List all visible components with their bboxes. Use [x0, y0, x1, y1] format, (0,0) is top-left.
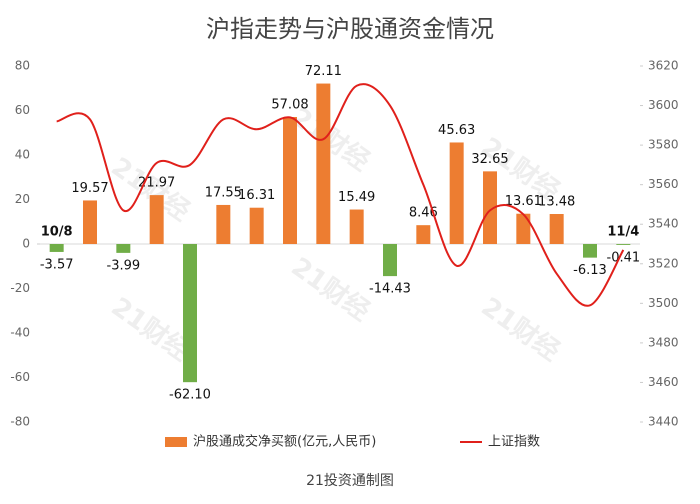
legend-swatch [165, 437, 187, 447]
bar [383, 244, 397, 277]
y-tick-label: -80 [10, 415, 30, 429]
y2-tick-label: 3480 [648, 335, 679, 349]
y2-tick-label: 3620 [648, 59, 679, 73]
y-tick-label: 40 [15, 148, 30, 162]
value-label: -62.10 [169, 388, 211, 403]
bar [616, 244, 631, 245]
value-label: 32.65 [471, 152, 508, 167]
legend-label: 沪股通成交净买额(亿元,人民币) [193, 434, 376, 450]
y-tick-label: 80 [15, 59, 30, 73]
bar [216, 204, 231, 244]
watermark: 21财经 [106, 291, 196, 367]
chart-title: 沪指走势与沪股通资金情况 [206, 15, 494, 43]
watermark: 21财经 [286, 101, 376, 177]
y2-tick-label: 3520 [648, 256, 679, 270]
value-label: 57.08 [271, 97, 308, 112]
y2-tick-label: 3600 [648, 98, 679, 112]
value-label: -0.41 [607, 250, 641, 265]
y-tick-label: -60 [10, 370, 30, 384]
value-label: -3.57 [40, 257, 74, 272]
bar [583, 244, 597, 258]
y-tick-label: 0 [22, 237, 30, 251]
value-label: -14.43 [369, 282, 411, 297]
value-label: 21.97 [138, 176, 175, 191]
y2-tick-label: 3440 [648, 415, 679, 429]
value-label: 72.11 [305, 64, 342, 79]
x-tick-label: 11/4 [607, 225, 639, 240]
value-label: 19.57 [71, 181, 108, 196]
y-tick-label: 20 [15, 192, 30, 206]
y2-tick-label: 3580 [648, 138, 679, 152]
x-tick-label: 10/8 [41, 225, 73, 240]
value-label: 17.55 [205, 185, 242, 200]
bar [316, 83, 331, 244]
bar [349, 209, 364, 244]
bar [249, 207, 264, 244]
watermark: 21财经 [286, 251, 376, 327]
watermark: 21财经 [476, 291, 566, 367]
bar [83, 200, 97, 244]
legend-label: 上证指数 [488, 435, 540, 450]
value-label: 15.49 [338, 190, 375, 205]
value-label: -6.13 [573, 263, 607, 278]
y2-tick-label: 3540 [648, 217, 679, 231]
y2-tick-label: 3560 [648, 177, 679, 191]
y-tick-label: 60 [15, 103, 30, 117]
value-label: 45.63 [438, 123, 475, 138]
value-label: 16.31 [238, 188, 275, 203]
bar [116, 244, 131, 253]
bar [183, 244, 197, 383]
bar [416, 225, 431, 244]
y-tick-label: -40 [10, 326, 30, 340]
bar [449, 142, 464, 244]
bar [516, 213, 531, 244]
bar [49, 244, 64, 252]
y2-tick-label: 3460 [648, 375, 679, 389]
source: 21投资通制图 [306, 473, 394, 489]
value-label: -3.99 [107, 258, 141, 273]
value-label: 8.46 [409, 206, 438, 221]
value-label: 13.61 [505, 194, 542, 209]
bar [483, 171, 497, 244]
bar [283, 116, 297, 244]
y2-tick-label: 3500 [648, 296, 679, 310]
value-label: 13.48 [538, 195, 575, 210]
bar [149, 195, 164, 244]
y-tick-label: -20 [10, 281, 30, 295]
line [56, 83, 625, 307]
bar [549, 214, 564, 244]
